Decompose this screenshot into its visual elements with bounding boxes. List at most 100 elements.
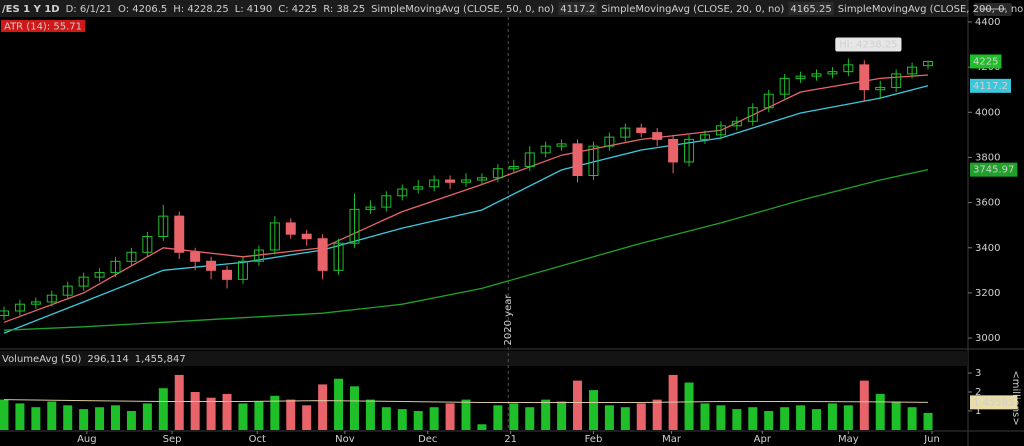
candle-body [652, 132, 663, 140]
candle-body [875, 86, 886, 91]
settings-icon[interactable] [974, 3, 1012, 16]
atr-label: ATR (14): 55.71 [4, 22, 82, 33]
candle-body [859, 64, 870, 91]
volume-bar [748, 407, 758, 430]
candle-body [827, 71, 838, 75]
candle-body [731, 120, 742, 127]
candle-body [78, 276, 89, 287]
volume-bar [254, 401, 264, 430]
volume-bar [47, 401, 57, 430]
candle-body [540, 145, 551, 154]
volume-bar [15, 403, 25, 430]
y-tick-label: 3800 [975, 152, 1000, 163]
candle-body [158, 215, 169, 237]
volume-bar [95, 407, 105, 430]
volume-bar [413, 411, 423, 430]
volume-bar [445, 403, 455, 430]
moving-average-line [3, 168, 929, 331]
candle-body [604, 136, 615, 147]
volume-bar [397, 409, 407, 430]
volume-bar [780, 407, 790, 430]
candle-body [62, 285, 73, 296]
candle-body [715, 125, 726, 136]
volume-y-tick-label: 3 [975, 368, 981, 379]
y-tick-label: 3600 [975, 198, 1000, 209]
candle-body [349, 208, 360, 244]
candle-body [907, 66, 918, 75]
volume-bar [158, 388, 168, 430]
header-value: O: 4206.5 [118, 4, 167, 15]
candle-body [142, 235, 153, 253]
x-tick-label: Apr [754, 434, 772, 445]
moving-average-line [3, 85, 929, 334]
volume-bar [270, 395, 280, 430]
candle-body [763, 93, 774, 109]
header-value: D: 6/1/21 [66, 4, 112, 15]
volume-bar [796, 405, 806, 430]
volume-header-bar [0, 351, 968, 366]
header-value: C: 4225 [278, 4, 317, 15]
candle-body [524, 152, 535, 167]
volume-bar [525, 407, 535, 430]
candle-body [795, 75, 806, 79]
volume-bar [461, 399, 471, 430]
candle-body [811, 73, 822, 77]
volume-bar [923, 412, 933, 430]
axis-value-badge [970, 162, 1018, 177]
volume-bar [302, 405, 312, 430]
high-annotation: Hi: 4238.25 [839, 39, 897, 50]
x-tick-label: 21 [504, 434, 517, 445]
candle-body [174, 215, 185, 253]
candle-body [588, 145, 599, 177]
axis-value-badge [970, 395, 1018, 410]
volume-bar [111, 405, 121, 430]
candle-body [237, 260, 248, 280]
candle-body [365, 206, 376, 210]
volume-bar [126, 411, 136, 430]
high-annotation-box [835, 37, 902, 52]
candle-body [843, 64, 854, 73]
header-bar [0, 0, 968, 17]
volume-bar [429, 407, 439, 430]
volume-bar [79, 409, 89, 430]
y-tick-label: 4000 [975, 107, 1000, 118]
volume-y-tick-label: 1 [975, 406, 981, 417]
volume-bar [891, 401, 901, 430]
volume-bar [365, 399, 375, 430]
candle-body [429, 179, 440, 188]
candle-body [14, 303, 25, 312]
volume-bar [0, 399, 9, 430]
volume-bar [334, 378, 344, 430]
volume-bar [190, 392, 200, 430]
candle-body [0, 310, 9, 316]
volume-header-value: 296,114 [87, 354, 128, 365]
volume-y-tick-label: 2 [975, 387, 981, 398]
volume-bar [541, 399, 551, 430]
candle-body [668, 138, 679, 163]
atr-box [1, 20, 86, 32]
candle-body [30, 301, 41, 305]
volume-bar [859, 380, 869, 430]
x-tick-label: Feb [585, 434, 603, 445]
candle-body [684, 138, 695, 163]
volume-bar [222, 393, 232, 430]
volume-average-line [3, 399, 929, 403]
y-tick-label: 3400 [975, 243, 1000, 254]
volume-bar [349, 386, 359, 430]
candle-body [636, 127, 647, 134]
volume-bar [477, 424, 487, 430]
axis-value-label: 3745.97 [973, 165, 1014, 176]
candle-body [556, 143, 567, 147]
volume-bar [700, 403, 710, 430]
volume-bar [875, 393, 885, 430]
x-tick-label: Aug [77, 434, 97, 445]
study-value-box [558, 2, 598, 15]
axis-value-badge [970, 54, 1002, 69]
y-tick-label: 4400 [975, 17, 1000, 28]
candle-body [699, 134, 710, 140]
volume-bar [604, 405, 614, 430]
header-value: L: 4190 [235, 4, 273, 15]
volume-header-value: 1,455,847 [135, 354, 186, 365]
candle-body [94, 272, 105, 278]
